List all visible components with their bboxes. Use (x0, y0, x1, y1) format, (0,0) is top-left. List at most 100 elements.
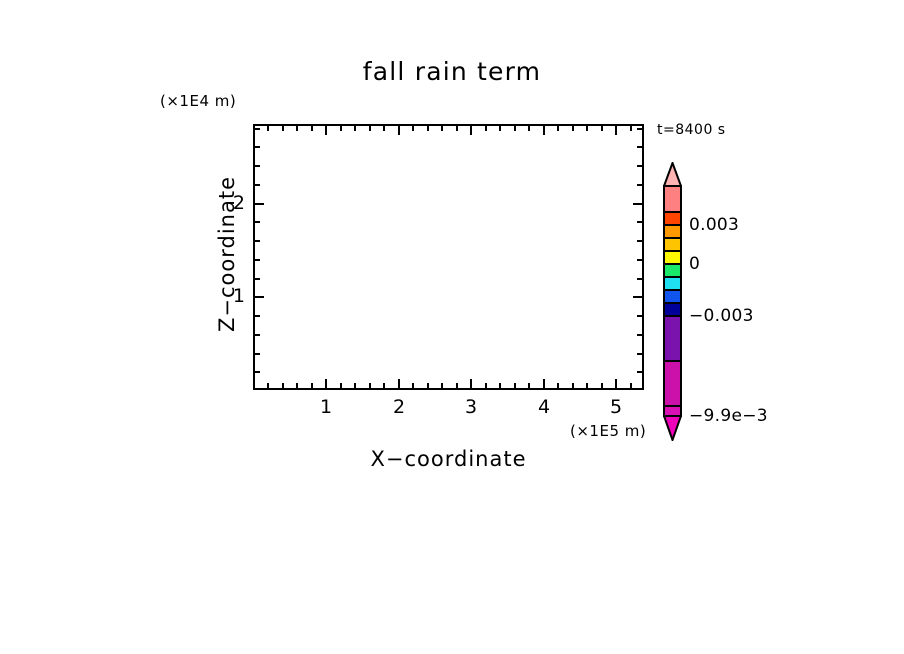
x-tick-label: 2 (392, 396, 406, 418)
y-minor-tick (255, 240, 260, 242)
x-minor-tick (485, 126, 487, 131)
x-minor-tick (311, 383, 313, 388)
x-axis-title: X−coordinate (370, 447, 527, 471)
x-axis-unit-label: (×1E5 m) (570, 422, 647, 440)
x-minor-tick (340, 126, 342, 131)
x-minor-tick (528, 383, 530, 388)
x-major-tick (615, 126, 617, 135)
x-minor-tick (412, 383, 414, 388)
x-minor-tick (267, 383, 269, 388)
x-minor-tick (514, 383, 516, 388)
y-major-tick (255, 296, 264, 298)
x-minor-tick (427, 383, 429, 388)
x-minor-tick (586, 126, 588, 131)
x-minor-tick (441, 126, 443, 131)
x-minor-tick (514, 126, 516, 131)
colorbar-separator (663, 302, 682, 304)
x-minor-tick (311, 126, 313, 131)
colorbar (663, 185, 682, 417)
colorbar-separator (663, 224, 682, 226)
x-tick-label: 5 (609, 396, 623, 418)
x-minor-tick (369, 126, 371, 131)
x-major-tick (398, 126, 400, 135)
colorbar-band (663, 303, 682, 316)
colorbar-band (663, 225, 682, 238)
y-minor-tick (255, 371, 260, 373)
page-title: fall rain term (362, 57, 542, 86)
y-tick-label: 2 (232, 192, 245, 214)
x-minor-tick (586, 383, 588, 388)
x-major-tick (325, 126, 327, 135)
x-minor-tick (601, 126, 603, 131)
y-minor-tick (255, 259, 260, 261)
colorbar-band (663, 361, 682, 406)
y-minor-tick (255, 221, 260, 223)
colorbar-tick-label: −0.003 (689, 306, 754, 326)
colorbar-band (663, 186, 682, 212)
colorbar-band (663, 290, 682, 303)
y-minor-tick (637, 353, 642, 355)
y-minor-tick (255, 165, 260, 167)
x-minor-tick (572, 126, 574, 131)
x-minor-tick (369, 383, 371, 388)
x-minor-tick (630, 126, 632, 131)
colorbar-band (663, 238, 682, 251)
y-axis-unit-label: (×1E4 m) (160, 92, 237, 110)
x-minor-tick (441, 383, 443, 388)
x-minor-tick (427, 126, 429, 131)
y-minor-tick (255, 315, 260, 317)
x-minor-tick (354, 126, 356, 131)
x-major-tick (470, 126, 472, 135)
colorbar-separator (663, 405, 682, 407)
y-minor-tick (255, 334, 260, 336)
plot-area (255, 126, 642, 388)
colorbar-separator (663, 211, 682, 213)
y-minor-tick (637, 221, 642, 223)
y-major-tick (255, 203, 264, 205)
x-major-tick (615, 379, 617, 388)
x-minor-tick (630, 383, 632, 388)
colorbar-tick-label: 0 (689, 254, 701, 274)
y-minor-tick (255, 146, 260, 148)
x-minor-tick (601, 383, 603, 388)
x-minor-tick (267, 126, 269, 131)
x-minor-tick (296, 126, 298, 131)
y-minor-tick (637, 184, 642, 186)
x-minor-tick (456, 383, 458, 388)
colorbar-bottom-arrow-cap (663, 415, 682, 441)
x-minor-tick (383, 126, 385, 131)
x-tick-label: 1 (319, 396, 333, 418)
x-minor-tick (456, 126, 458, 131)
y-minor-tick (637, 259, 642, 261)
x-tick-label: 4 (537, 396, 551, 418)
y-tick-label: 1 (232, 285, 245, 307)
x-tick-label: 3 (464, 396, 478, 418)
colorbar-tick-label: −9.9e−3 (689, 406, 768, 426)
colorbar-band (663, 212, 682, 225)
y-minor-tick (637, 278, 642, 280)
colorbar-separator (663, 360, 682, 362)
colorbar-band (663, 316, 682, 361)
y-minor-tick (637, 371, 642, 373)
time-annotation: t=8400 s (657, 122, 726, 138)
colorbar-separator (663, 250, 682, 252)
colorbar-band (663, 251, 682, 264)
colorbar-separator (663, 237, 682, 239)
y-minor-tick (637, 165, 642, 167)
x-minor-tick (383, 383, 385, 388)
colorbar-separator (663, 263, 682, 265)
colorbar-band (663, 277, 682, 290)
y-minor-tick (637, 240, 642, 242)
x-minor-tick (296, 383, 298, 388)
x-minor-tick (557, 383, 559, 388)
colorbar-band (663, 264, 682, 277)
y-major-tick (633, 203, 642, 205)
x-major-tick (325, 379, 327, 388)
y-minor-tick (255, 184, 260, 186)
x-minor-tick (499, 383, 501, 388)
y-minor-tick (255, 353, 260, 355)
colorbar-tick-label: 0.003 (689, 215, 740, 235)
x-major-tick (543, 126, 545, 135)
y-minor-tick (255, 278, 260, 280)
